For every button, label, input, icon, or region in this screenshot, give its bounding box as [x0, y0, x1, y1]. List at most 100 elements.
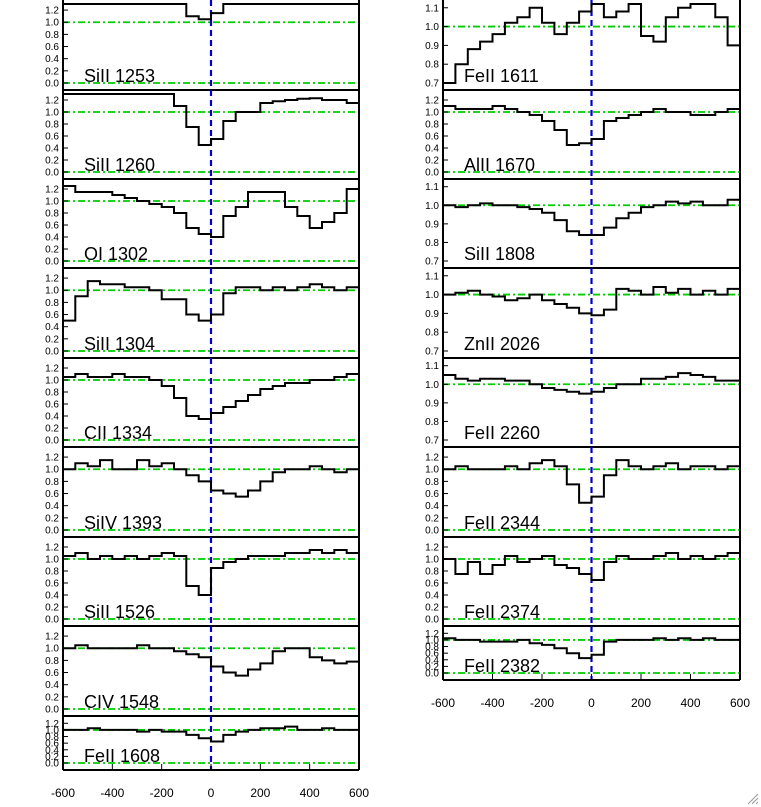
- panel-siii-1304-ytick-label: 0.0: [45, 347, 59, 358]
- panel-siii-1808-ytick-label: 0.8: [425, 238, 439, 249]
- panel-feii-1608-ytick-label: 1.0: [45, 725, 59, 736]
- panel-oi-1302-ytick-label: 1.0: [45, 197, 59, 208]
- panel-siii-1808-ytick-label: 1.1: [425, 182, 439, 193]
- panel-feii-2374-ytick-label: 1.0: [425, 555, 439, 566]
- panel-cii-1334-ytick-label: 0.4: [45, 412, 59, 423]
- panel-siii-1253-flux-step-line: [63, 3, 359, 21]
- panel-alii-1670-ytick-label: 1.2: [425, 96, 439, 107]
- panel-civ-1548-ytick-label: 0.2: [45, 692, 59, 703]
- panel-civ-1548-ytick-label: 0.4: [45, 680, 59, 691]
- panel-alii-1670-ytick-label: 0.6: [425, 132, 439, 143]
- column-1-xtick-label: -400: [100, 786, 124, 800]
- panel-siii-1260-ytick-label: 0.8: [45, 120, 59, 131]
- panel-siii-1808-flux-step-line: [443, 198, 740, 236]
- panel-feii-1611-flux-step-line: [443, 3, 740, 84]
- panel-feii-2382-ytick-label: 0.4: [425, 655, 439, 666]
- panel-siiv-1393-ytick-label: 0.4: [45, 501, 59, 512]
- column-1-xtick-label: -200: [150, 786, 174, 800]
- panel-cii-1334-ytick-label: 0.8: [45, 388, 59, 399]
- panel-feii-2374-label: FeII 2374: [464, 602, 540, 622]
- panel-siii-1253-ytick-label: 1.2: [45, 6, 59, 17]
- column-1-xtick-label: 0: [208, 786, 215, 800]
- panel-feii-2344-ytick-label: 1.0: [425, 465, 439, 476]
- panel-siii-1253-ytick-label: 0.2: [45, 66, 59, 77]
- panel-oi-1302-ytick-label: 0.8: [45, 209, 59, 220]
- panel-znii-2026-ytick-label: 1.0: [425, 290, 439, 301]
- panel-siii-1260-ytick-label: 0.4: [45, 144, 59, 155]
- panel-feii-2344-ytick-label: 0.8: [425, 477, 439, 488]
- panel-siii-1304-flux-step-line: [63, 280, 359, 322]
- panel-siii-1253-ytick-label: 0.4: [45, 54, 59, 65]
- panel-siii-1808-ytick-label: 0.7: [425, 257, 439, 268]
- panel-feii-2382-label: FeII 2382: [464, 656, 540, 676]
- panel-znii-2026-label: ZnII 2026: [464, 334, 540, 354]
- panel-siii-1304-ytick-label: 1.2: [45, 274, 59, 285]
- column-2-xtick-label: 400: [680, 696, 700, 710]
- panel-cii-1334-ytick-label: 0.6: [45, 400, 59, 411]
- panel-feii-2344-ytick-label: 0.6: [425, 489, 439, 500]
- panel-civ-1548-ytick-label: 0.6: [45, 668, 59, 679]
- panel-cii-1334: 1.21.00.80.60.40.20.0 CII 1334: [45, 358, 359, 448]
- panel-feii-1611-ytick-label: 0.7: [425, 79, 439, 90]
- panel-feii-1611-label: FeII 1611: [464, 66, 539, 86]
- panel-feii-1608-ytick-label: 0.8: [45, 732, 59, 743]
- panel-siii-1253-ytick-label: 1.0: [45, 18, 59, 29]
- column-2-xtick-label: 200: [631, 696, 651, 710]
- panel-civ-1548-ytick-label: 0.8: [45, 656, 59, 667]
- panel-feii-1611-ytick-label: 0.9: [425, 41, 439, 52]
- panel-feii-2260-ytick-label: 0.8: [425, 417, 439, 428]
- column-2: 1.11.00.90.80.7 FeII 16111.21.00.80.60.40…: [425, 0, 741, 681]
- panel-feii-1608-ytick-label: 1.2: [45, 719, 59, 730]
- panel-feii-2260: 1.1 1.0 0.9 0.8 0.7 FeII 2260: [425, 358, 740, 448]
- panel-siii-1260: 1.21.00.80.60.40.20.0 SiII 1260: [45, 90, 359, 180]
- column-1-xtick-label: 200: [250, 786, 270, 800]
- panel-feii-1611-ytick-label: 0.8: [425, 60, 439, 71]
- panel-alii-1670-ytick-label: 0.8: [425, 120, 439, 131]
- panel-siii-1808-ytick-label: 1.0: [425, 201, 439, 212]
- panel-civ-1548-label: CIV 1548: [84, 692, 159, 712]
- panel-feii-2344-label: FeII 2344: [464, 513, 540, 533]
- panel-oi-1302: 1.21.00.80.60.40.20.0 OI 1302: [45, 179, 359, 269]
- panel-znii-2026: 1.1 1.0 0.9 0.8 0.7 ZnII 2026: [425, 268, 740, 359]
- panel-znii-2026-ytick-label: 0.7: [425, 347, 439, 358]
- panel-feii-2344-ytick-label: 0.4: [425, 501, 439, 512]
- panel-feii-2382: 1.21.00.80.60.40.20.0 FeII 2382: [425, 626, 740, 681]
- panel-feii-2374: 1.21.00.80.60.40.20.0 FeII 2374: [425, 537, 740, 627]
- panel-feii-2260-ytick-label: 0.9: [425, 398, 439, 409]
- panel-siii-1304-ytick-label: 0.4: [45, 322, 59, 333]
- panel-feii-2344: 1.21.00.80.60.40.2 0.0 FeII 2344: [425, 447, 740, 538]
- panel-siii-1526: 1.21.00.80.60.40.20.0 SiII 1526: [45, 537, 359, 627]
- panel-feii-2374-ytick-label: 0.4: [425, 591, 439, 602]
- panel-siii-1260-ytick-label: 0.0: [45, 168, 59, 179]
- panel-feii-2382-flux-step-line: [443, 637, 740, 660]
- panel-feii-2374-ytick-label: 1.2: [425, 543, 439, 554]
- panel-alii-1670-ytick-label: 0.2: [425, 156, 439, 167]
- resize-grip-icon[interactable]: [747, 793, 759, 805]
- panel-feii-2344-ytick-label: 0.0: [425, 526, 439, 537]
- panel-feii-2374-ytick-label: 0.6: [425, 579, 439, 590]
- panel-civ-1548-ytick-label: 1.2: [45, 632, 59, 643]
- panel-feii-2374-ytick-label: 0.0: [425, 615, 439, 626]
- panel-siiv-1393: 1.21.00.80.60.40.2 0.0 SiIV 1393: [45, 447, 359, 538]
- panel-siii-1304: 1.21.00.80.60.40.2 0.0 SiII 1304: [45, 268, 359, 359]
- panel-siiv-1393-ytick-label: 0.8: [45, 477, 59, 488]
- panel-siii-1526-ytick-label: 0.6: [45, 579, 59, 590]
- panel-feii-2374-ytick-label: 0.8: [425, 567, 439, 578]
- panel-feii-2344-ytick-label: 1.2: [425, 453, 439, 464]
- column-2-xtick-label: 600: [730, 696, 750, 710]
- panel-znii-2026-ytick-label: 1.1: [425, 271, 439, 282]
- panel-siiv-1393-ytick-label: 1.2: [45, 453, 59, 464]
- panel-oi-1302-flux-step-line: [63, 185, 359, 238]
- panel-feii-2374-flux-step-line: [443, 552, 740, 581]
- panel-siii-1253-ytick-label: 0.6: [45, 42, 59, 53]
- panel-feii-1608-ytick-label: 0.6: [45, 739, 59, 750]
- panel-siii-1304-ytick-label: 0.2: [45, 334, 59, 345]
- panel-siii-1526-ytick-label: 1.2: [45, 543, 59, 554]
- panel-siii-1253-ytick-label: 0.8: [45, 30, 59, 41]
- panel-cii-1334-ytick-label: 0.0: [45, 436, 59, 447]
- panel-feii-2260-ytick-label: 1.0: [425, 380, 439, 391]
- panel-siii-1260-ytick-label: 0.6: [45, 132, 59, 143]
- panel-alii-1670: 1.21.00.80.60.40.20.0 AlII 1670: [425, 90, 740, 180]
- panel-cii-1334-label: CII 1334: [84, 423, 152, 443]
- panel-feii-2382-ytick-label: 1.0: [425, 635, 439, 646]
